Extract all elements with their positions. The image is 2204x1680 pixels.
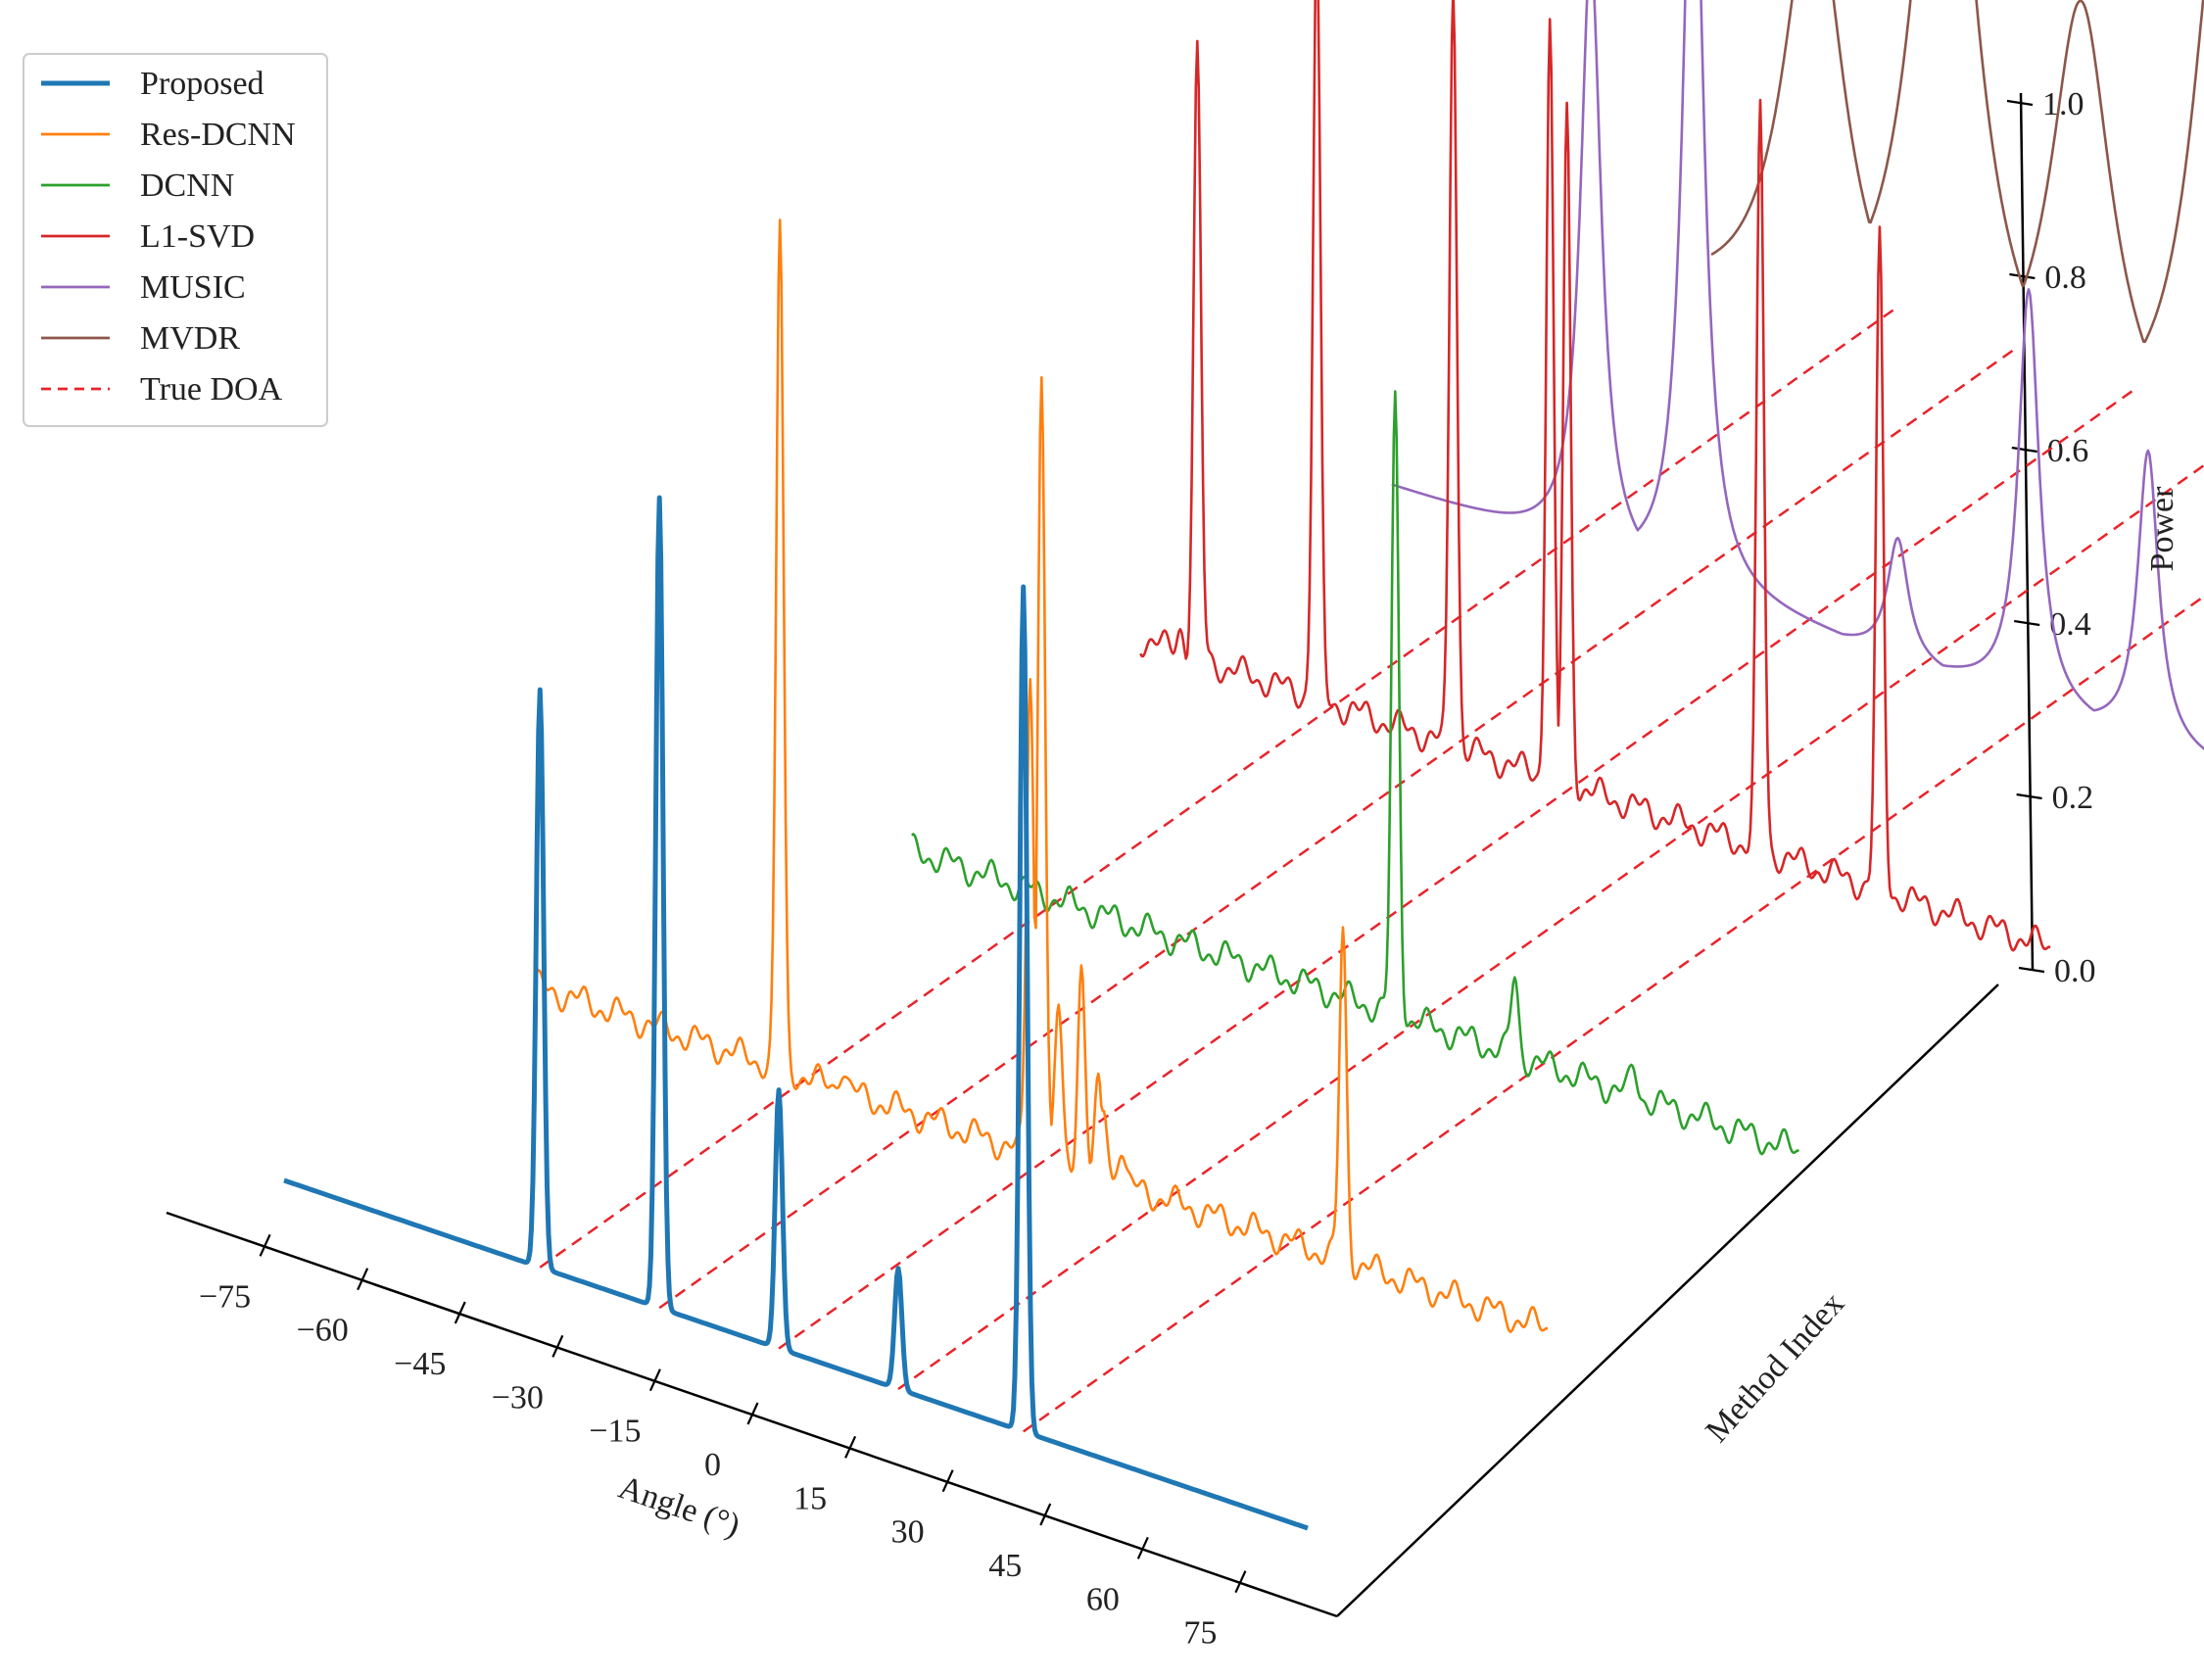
- legend-label: MUSIC: [140, 269, 246, 306]
- z-tick-mark: [2006, 99, 2034, 107]
- series-layer: [283, 0, 2204, 1531]
- z-tick-mark: [2009, 272, 2036, 280]
- legend-frame: [23, 53, 328, 427]
- x-tick-label: −45: [394, 1346, 446, 1382]
- z-axis-line: [2019, 92, 2035, 971]
- x-tick-mark: [551, 1334, 564, 1358]
- x-tick-mark: [259, 1233, 271, 1257]
- x-tick-mark: [1136, 1536, 1149, 1560]
- legend-label: True DOA: [140, 371, 283, 408]
- legend-label: Proposed: [140, 66, 264, 102]
- y-axis-line: [1336, 984, 1999, 1617]
- z-tick-mark: [2011, 446, 2037, 454]
- true-doa-line: [897, 463, 2204, 1391]
- x-tick-mark: [746, 1402, 759, 1425]
- z-tick-mark: [2018, 966, 2045, 974]
- x-tick-label: −75: [199, 1278, 251, 1315]
- x-tick-label: 30: [891, 1514, 925, 1551]
- x-tick-label: 0: [704, 1447, 721, 1483]
- legend-label: DCNN: [140, 168, 234, 204]
- series-line-proposed: [283, 495, 1309, 1531]
- z-tick-label: 0.2: [2052, 780, 2094, 816]
- x-tick-mark: [1234, 1570, 1247, 1594]
- legend-label: L1-SVD: [140, 218, 255, 255]
- x-tick-label: −15: [589, 1414, 641, 1450]
- true-doa-lines: [539, 306, 2204, 1433]
- x-tick-mark: [648, 1368, 661, 1392]
- x-tick-label: −60: [297, 1313, 349, 1349]
- x-tick-mark: [941, 1469, 954, 1493]
- x-tick-mark: [454, 1301, 466, 1324]
- legend: Proposed Res-DCNN DCNN L1-SVD MUSIC MVDR True …: [23, 53, 328, 427]
- series-line-music: [1391, 0, 2204, 750]
- x-axis-title: Angle (°): [614, 1469, 744, 1545]
- z-tick-label: 0.0: [2054, 953, 2096, 989]
- true-doa-line: [1023, 595, 2204, 1433]
- series-line-res-dcnn: [534, 218, 1549, 1333]
- y-axis-title: Method Index: [1699, 1285, 1851, 1449]
- z-tick-mark: [2014, 619, 2040, 627]
- x-tick-mark: [357, 1268, 369, 1291]
- x-tick-label: 60: [1086, 1581, 1120, 1617]
- legend-label: Res-DCNN: [140, 117, 296, 153]
- z-tick-label: 1.0: [2042, 86, 2084, 122]
- z-tick-label: 0.8: [2044, 260, 2086, 296]
- series-line-l1-svd: [1139, 0, 2051, 952]
- x-tick-label: 45: [988, 1548, 1022, 1584]
- true-doa-line: [539, 306, 1898, 1269]
- x-tick-mark: [844, 1435, 857, 1459]
- series-line-dcnn: [911, 390, 1800, 1156]
- true-doa-line: [778, 387, 2137, 1350]
- x-tick-label: −30: [492, 1379, 544, 1416]
- legend-label: MVDR: [140, 320, 240, 357]
- z-axis-title: Power: [2144, 486, 2180, 572]
- z-tick-mark: [2016, 792, 2042, 800]
- x-tick-mark: [1039, 1503, 1052, 1526]
- z-tick-label: 0.6: [2047, 433, 2089, 469]
- true-doa-line: [658, 347, 2018, 1310]
- series-line-mvdr: [1710, 0, 2204, 344]
- x-tick-label: 75: [1183, 1615, 1217, 1652]
- x-tick-label: 15: [793, 1480, 827, 1516]
- axes-layer: −75−60−45−30−15015304560750.00.20.40.60.…: [166, 86, 2096, 1652]
